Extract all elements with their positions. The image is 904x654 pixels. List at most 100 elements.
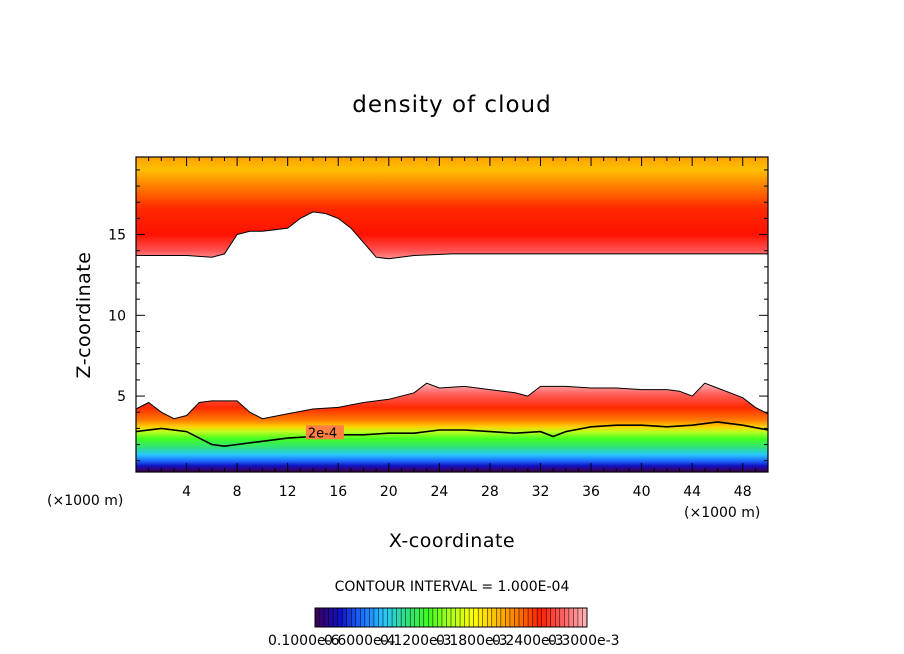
colorbar-swatch (392, 608, 397, 627)
colorbar-swatch (573, 608, 579, 627)
colorbar-swatch (577, 608, 583, 627)
y-axis-label: Z-coordinate (73, 252, 95, 379)
x-axis-label: X-coordinate (389, 530, 515, 552)
colorbar-swatch (423, 608, 429, 627)
contour-interval-text: CONTOUR INTERVAL = 1.000E-04 (335, 579, 570, 595)
colorbar-label: 0.1800e-3 (436, 633, 508, 649)
colorbar-swatch (342, 608, 348, 627)
x-tick-label: 8 (233, 484, 242, 500)
colorbar-swatch (324, 608, 329, 627)
colorbar-swatch (428, 608, 434, 627)
y-tick-label: 15 (108, 228, 126, 244)
colorbar-swatch (373, 608, 379, 627)
colorbar-swatch (523, 608, 529, 627)
colorbar-swatch (360, 608, 366, 627)
colorbar-swatch (537, 608, 543, 627)
colorbar-swatch (460, 608, 465, 627)
colorbar-swatch (509, 608, 515, 627)
colorbar-swatch (401, 608, 407, 627)
colorbar-swatch (555, 608, 561, 627)
upper-layer-outline (136, 211, 768, 260)
colorbar-swatch (387, 608, 393, 627)
colorbar-swatch (319, 608, 325, 627)
colorbar-swatch (568, 608, 574, 627)
colorbar-swatch (333, 608, 339, 627)
colorbar-swatch (500, 608, 506, 627)
x-tick-label: 36 (582, 484, 600, 500)
colorbar-label: 0.1200e-3 (380, 633, 452, 649)
colorbar-label: 0.3000e-3 (548, 633, 620, 649)
x-tick-label: 4 (182, 484, 191, 500)
colorbar-swatch (496, 608, 502, 627)
colorbar-swatch (383, 608, 388, 627)
colorbar-swatch (550, 608, 556, 627)
x-tick-label: 24 (430, 484, 448, 500)
colorbar (314, 607, 588, 628)
lower-layer-outline (136, 382, 768, 420)
colorbar-swatch (351, 608, 357, 627)
colorbar-swatch (582, 608, 588, 627)
colorbar-swatch (419, 608, 425, 627)
y-axis-unit: (×1000 m) (47, 493, 123, 509)
colorbar-labels: 0.1000e-60.6000e-40.1200e-30.1800e-30.24… (268, 633, 620, 649)
colorbar-swatch (514, 608, 520, 627)
x-tick-label: 20 (380, 484, 398, 500)
x-axis: 4 8 12 16 20 24 28 32 36 40 44 48 (148, 157, 756, 500)
colorbar-swatch (432, 608, 438, 627)
colorbar-swatch (405, 608, 411, 627)
colorbar-swatch (487, 608, 493, 627)
y-tick-label: 5 (117, 389, 126, 405)
colorbar-swatch (541, 608, 547, 627)
colorbar-swatch (355, 608, 361, 627)
x-tick-label: 48 (734, 484, 752, 500)
colorbar-swatch (464, 608, 470, 627)
colorbar-label: 0.2400e-3 (492, 633, 564, 649)
plot-area (136, 157, 768, 472)
colorbar-swatch (491, 608, 497, 627)
upper-cloud-layer (136, 157, 768, 259)
colorbar-swatch (528, 608, 533, 627)
colorbar-swatch (396, 608, 402, 627)
colorbar-swatch (564, 608, 570, 627)
colorbar-swatch (328, 608, 334, 627)
colorbar-swatch (364, 608, 370, 627)
x-tick-label: 28 (481, 484, 499, 500)
colorbar-swatch (455, 608, 461, 627)
colorbar-swatch (446, 608, 452, 627)
x-tick-label: 16 (329, 484, 347, 500)
x-tick-label: 32 (532, 484, 550, 500)
colorbar-swatch (369, 608, 375, 627)
contour-label-background (305, 425, 344, 440)
x-tick-label: 44 (683, 484, 701, 500)
colorbar-swatch (478, 608, 484, 627)
colorbar-swatch (410, 608, 416, 627)
colorbar-swatch (414, 608, 420, 627)
colorbar-frame (314, 607, 588, 628)
contour-label: 2e-4 (308, 426, 337, 441)
colorbar-label: 0.1000e-6 (268, 633, 340, 649)
y-tick-label: 10 (108, 308, 126, 324)
colorbar-swatch (346, 608, 352, 627)
y-axis: 5 10 15 (108, 169, 768, 462)
colorbar-swatch (337, 608, 343, 627)
colorbar-swatch (482, 608, 488, 627)
colorbar-swatch (519, 608, 524, 627)
x-axis-unit: (×1000 m) (684, 505, 760, 521)
chart-title: density of cloud (352, 92, 551, 118)
colorbar-swatch (546, 608, 552, 627)
colorbar-swatch (441, 608, 447, 627)
lower-cloud-layer (136, 383, 768, 472)
colorbar-swatch (505, 608, 511, 627)
colorbar-swatch (473, 608, 479, 627)
colorbar-swatch (469, 608, 475, 627)
colorbar-swatch (437, 608, 443, 627)
x-tick-label: 40 (633, 484, 651, 500)
contour-line-2e-4 (136, 421, 768, 448)
colorbar-swatch (315, 608, 320, 627)
x-tick-label: 12 (279, 484, 297, 500)
colorbar-swatch (559, 608, 565, 627)
colorbar-swatch (451, 608, 456, 627)
colorbar-swatch (378, 608, 384, 627)
colorbar-swatch (532, 608, 538, 627)
